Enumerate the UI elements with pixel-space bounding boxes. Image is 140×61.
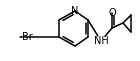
Text: NH: NH	[94, 36, 108, 46]
Text: O: O	[108, 8, 116, 18]
Text: N: N	[71, 6, 79, 16]
Text: Br: Br	[22, 32, 32, 42]
